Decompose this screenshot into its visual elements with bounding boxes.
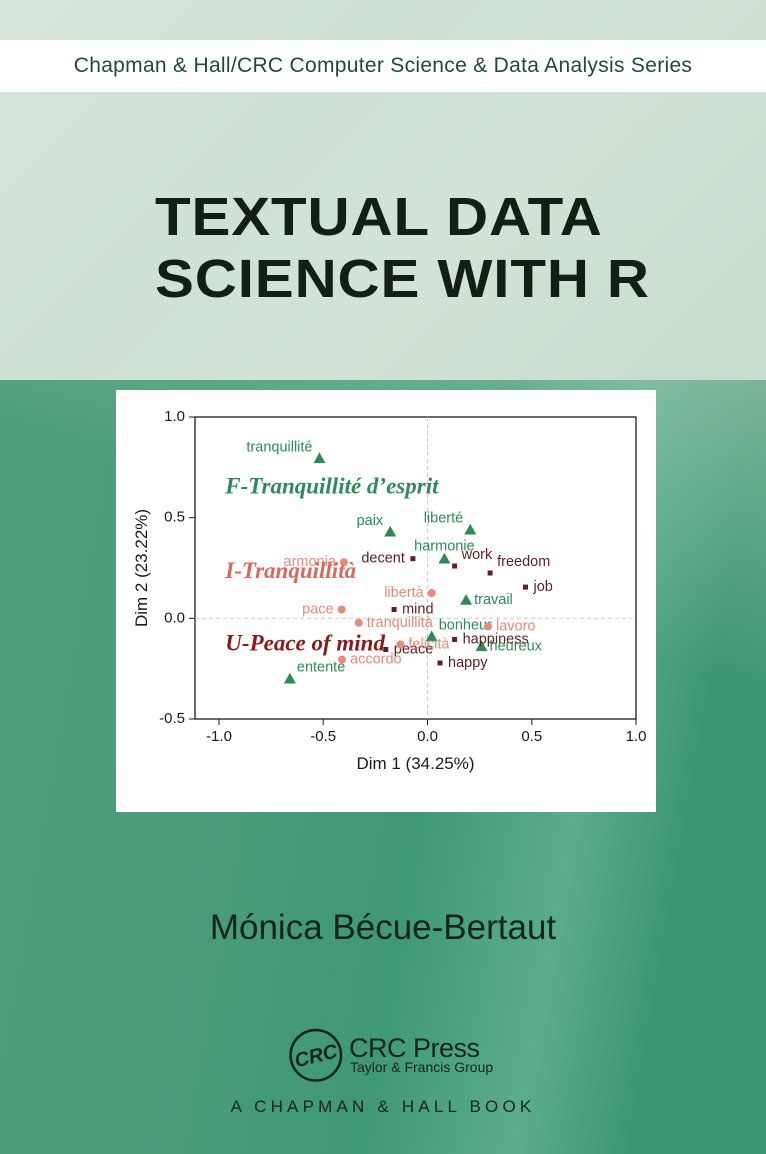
svg-text:happy: happy [448, 655, 488, 671]
svg-text:Dim 2 (23.22%): Dim 2 (23.22%) [132, 509, 151, 627]
svg-text:CRC: CRC [292, 1040, 340, 1072]
svg-text:0.0: 0.0 [164, 609, 185, 626]
svg-text:-0.5: -0.5 [159, 710, 185, 727]
svg-text:lavoro: lavoro [496, 618, 536, 634]
svg-text:0.5: 0.5 [164, 509, 185, 526]
svg-text:travail: travail [474, 592, 513, 608]
svg-text:tranquillité: tranquillité [246, 439, 312, 455]
svg-text:F-Tranquillité d’esprit: F-Tranquillité d’esprit [224, 474, 439, 499]
svg-text:tranquillità: tranquillità [367, 615, 434, 631]
svg-text:libertà: libertà [384, 585, 424, 601]
svg-text:Taylor & Francis Group: Taylor & Francis Group [350, 1059, 493, 1075]
svg-text:I-Tranquillità: I-Tranquillità [224, 558, 356, 583]
svg-text:entente: entente [297, 660, 345, 676]
svg-text:liberté: liberté [424, 511, 464, 527]
svg-text:0.0: 0.0 [417, 728, 438, 745]
svg-text:decent: decent [361, 551, 405, 567]
svg-text:pace: pace [302, 602, 333, 618]
svg-text:U-Peace of mind: U-Peace of mind [225, 631, 385, 656]
svg-text:Dim 1 (34.25%): Dim 1 (34.25%) [356, 754, 474, 773]
svg-text:job: job [533, 579, 553, 595]
svg-text:work: work [461, 547, 493, 563]
svg-text:felicità: felicità [408, 637, 450, 653]
svg-text:-1.0: -1.0 [206, 728, 232, 745]
svg-text:A CHAPMAN & HALL BOOK: A CHAPMAN & HALL BOOK [231, 1097, 536, 1116]
svg-text:paix: paix [357, 513, 384, 529]
svg-text:1.0: 1.0 [164, 408, 185, 425]
svg-text:0.5: 0.5 [521, 728, 542, 745]
svg-text:freedom: freedom [497, 554, 550, 570]
svg-text:-0.5: -0.5 [310, 728, 336, 745]
svg-text:1.0: 1.0 [626, 728, 647, 745]
